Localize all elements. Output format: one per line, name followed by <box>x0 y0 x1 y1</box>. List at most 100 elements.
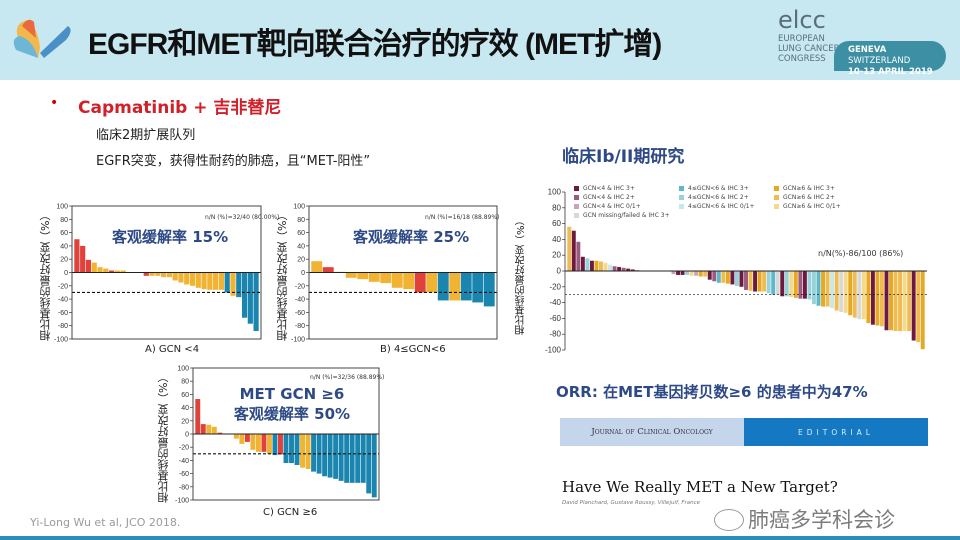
y-tick-label: -100 <box>175 498 189 505</box>
bar <box>261 434 267 452</box>
bar <box>366 434 372 494</box>
bar <box>762 271 767 292</box>
legend-label: GCN≥6 & IHC 2+ <box>783 194 835 201</box>
chart-a-caption: A) GCN <4 <box>145 344 200 355</box>
bar <box>114 270 120 273</box>
legend-label: GCN≥6 & IHC 3+ <box>783 185 835 192</box>
bar <box>571 230 576 271</box>
intro-line-2: EGFR突变，获得性耐药的肺癌，且“MET-阳性” <box>96 154 371 169</box>
bar <box>703 271 708 277</box>
elcc-name: elcc <box>778 6 826 34</box>
y-tick-label: 40 <box>181 405 189 412</box>
bar <box>311 261 323 273</box>
bar <box>608 264 613 271</box>
bar <box>311 434 317 472</box>
bullet: • <box>50 95 59 111</box>
bar <box>437 272 449 301</box>
bar <box>305 434 311 469</box>
legend-item: GCN<4 & IHC 0/1+ <box>574 202 679 211</box>
bar <box>195 399 201 434</box>
y-tick-label: -20 <box>179 445 189 452</box>
legend-item: 4≤GCN<6 & IHC 3+ <box>679 184 774 193</box>
y-tick-label: 60 <box>552 219 561 228</box>
bar <box>218 272 225 290</box>
chart-c-annotation: n/N (%)=32/36 (88.89%) <box>310 374 385 381</box>
y-tick-label: 20 <box>552 251 561 260</box>
chart-d-annotation: n/N(%)-86/100 (86%) <box>818 249 904 258</box>
bar <box>721 271 726 283</box>
bar <box>224 272 230 293</box>
y-tick-label: 40 <box>60 243 68 250</box>
chart-a-orr: 客观缓解率 15% <box>112 228 229 246</box>
chart-d-ylabel: 相比基线的最好改变（%） <box>516 215 527 335</box>
bar <box>712 271 717 282</box>
legend-swatch <box>574 186 579 191</box>
chart-a-annotation: n/N (%)=32/40 (80.00%) <box>205 214 280 221</box>
bar <box>821 271 826 307</box>
bar <box>671 271 676 275</box>
bar <box>589 260 594 271</box>
bar <box>857 271 862 320</box>
bar <box>898 271 903 332</box>
bar <box>161 272 167 278</box>
bar <box>289 434 294 464</box>
y-tick-label: -100 <box>54 337 68 344</box>
bar <box>798 271 803 299</box>
bar <box>825 271 830 307</box>
y-tick-label: 40 <box>297 243 305 250</box>
bar <box>816 271 821 306</box>
plot-frame <box>71 205 262 340</box>
bar <box>793 271 798 298</box>
bar <box>839 271 844 313</box>
plot-frame <box>192 367 380 501</box>
y-tick-label: -60 <box>58 310 68 317</box>
bar <box>360 434 366 483</box>
bar <box>449 272 461 301</box>
y-tick-label: -60 <box>179 471 189 478</box>
bar <box>74 239 80 273</box>
bar <box>757 271 762 292</box>
section-label: EDITORIAL <box>744 418 928 446</box>
bar <box>889 271 893 331</box>
y-tick-label: -80 <box>549 330 561 339</box>
chart-c-caption: C) GCN ≥6 <box>263 507 318 518</box>
orr-summary: ORR: 在MET基因拷贝数≥6 的患者中为47% <box>556 383 868 401</box>
bar <box>861 271 866 320</box>
bar <box>344 434 350 483</box>
legend-swatch <box>679 195 684 200</box>
bar <box>255 434 261 452</box>
bar <box>771 271 776 295</box>
bar <box>472 272 484 303</box>
bar <box>730 271 735 285</box>
bar <box>244 434 250 442</box>
y-tick-label: 100 <box>177 366 189 373</box>
bar <box>327 434 333 478</box>
bar <box>371 434 377 498</box>
bar <box>166 272 172 278</box>
bar <box>155 272 161 276</box>
editorial-author: David Planchard, Gustave Roussy, Villeju… <box>562 500 701 506</box>
bar <box>345 272 357 278</box>
bottom-bar <box>0 536 960 540</box>
drug-heading: Capmatinib + 吉非替尼 <box>78 98 282 118</box>
bar <box>807 271 812 300</box>
bar <box>870 271 875 325</box>
bar <box>780 271 785 297</box>
bar <box>576 241 581 271</box>
bar <box>283 434 289 464</box>
bar <box>766 271 771 294</box>
bar <box>911 271 916 341</box>
bar <box>866 271 871 324</box>
bar <box>239 434 245 444</box>
bar <box>734 271 739 287</box>
bar <box>725 271 730 284</box>
bar <box>272 434 278 456</box>
bar <box>848 271 853 316</box>
y-tick-label: 80 <box>297 217 305 224</box>
bar <box>103 268 109 273</box>
bar <box>333 434 339 479</box>
legend-label: GCN<4 & IHC 0/1+ <box>583 203 641 210</box>
legend-item: GCN≥6 & IHC 2+ <box>774 193 864 202</box>
location-country: SWITZERLAND <box>848 56 911 66</box>
bar <box>834 271 839 311</box>
